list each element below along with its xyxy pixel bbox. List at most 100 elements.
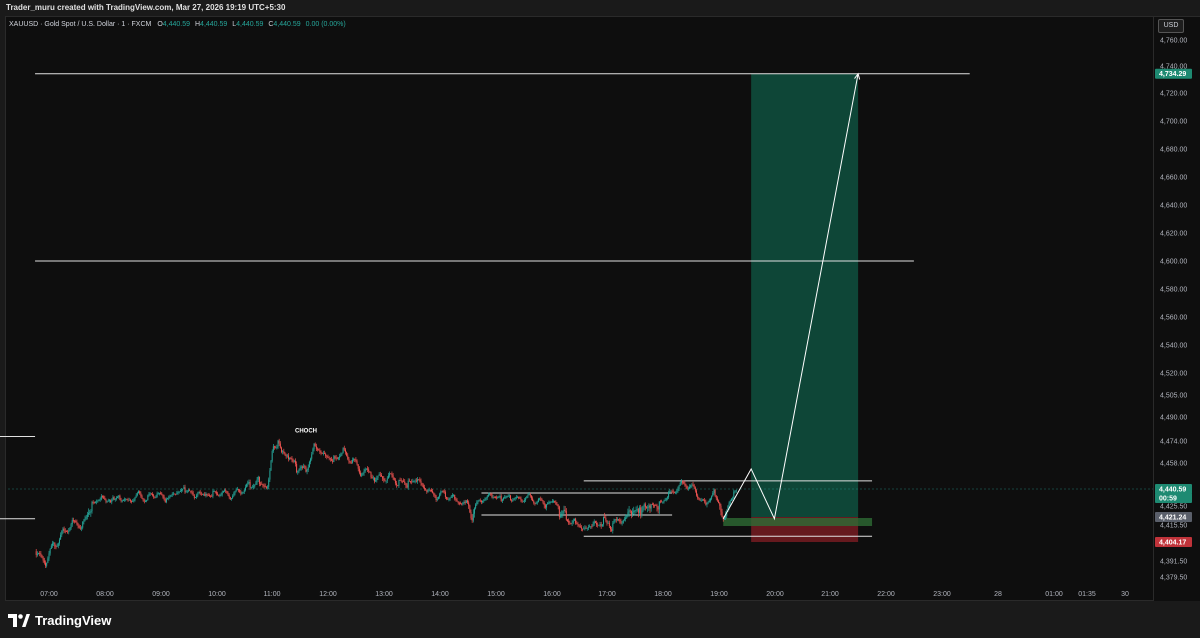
candle-body bbox=[298, 469, 300, 472]
candle-body bbox=[384, 480, 386, 482]
candle-body bbox=[587, 527, 589, 529]
candle-body bbox=[156, 493, 158, 497]
candle-body bbox=[478, 500, 480, 502]
candle-body bbox=[591, 526, 593, 528]
candle-body bbox=[700, 499, 702, 501]
projection-path bbox=[722, 73, 859, 521]
time-tick-label: 18:00 bbox=[654, 591, 672, 598]
candle-body bbox=[38, 553, 40, 554]
candle-body bbox=[609, 526, 611, 530]
candle-body bbox=[143, 500, 145, 502]
candle-body bbox=[528, 493, 530, 495]
candle-body bbox=[403, 480, 405, 482]
candle-body bbox=[598, 524, 600, 526]
candle-body bbox=[693, 485, 695, 488]
candle-body bbox=[423, 487, 425, 489]
candle-body bbox=[504, 497, 506, 499]
candle-body bbox=[299, 467, 301, 470]
candle-body bbox=[264, 486, 266, 488]
candle-body bbox=[501, 499, 503, 501]
candle-body bbox=[613, 520, 615, 524]
candle-body bbox=[103, 496, 105, 498]
candle-body bbox=[532, 498, 534, 502]
candle-body bbox=[642, 505, 644, 511]
price-axis[interactable] bbox=[1154, 16, 1200, 601]
candle-body bbox=[113, 497, 115, 500]
candle-body bbox=[62, 528, 64, 532]
time-tick-label: 01:35 bbox=[1078, 591, 1096, 598]
candle-body bbox=[584, 527, 586, 529]
candle-body bbox=[82, 521, 84, 528]
candle-body bbox=[712, 492, 714, 497]
candle-body bbox=[313, 443, 315, 450]
candle-body bbox=[523, 500, 525, 502]
candle-body bbox=[308, 461, 310, 468]
time-tick-label: 13:00 bbox=[375, 591, 393, 598]
candle-body bbox=[303, 466, 305, 468]
plot-area[interactable] bbox=[5, 16, 1154, 601]
candle-body bbox=[225, 490, 227, 492]
candle-body bbox=[476, 502, 478, 505]
candle-body bbox=[569, 522, 571, 524]
candle-body bbox=[447, 498, 449, 500]
candle-body bbox=[185, 491, 187, 493]
candle-body bbox=[348, 458, 350, 462]
candle-body bbox=[661, 501, 663, 503]
candle-body bbox=[533, 501, 535, 503]
candle-body bbox=[406, 485, 408, 488]
candle-body bbox=[81, 527, 83, 529]
candle-body bbox=[276, 447, 278, 448]
price-tick-label: 4,391.50 bbox=[1160, 559, 1187, 566]
candle-body bbox=[53, 542, 55, 544]
candle-body bbox=[275, 447, 277, 449]
candle-body bbox=[378, 474, 380, 476]
time-tick-label: 01:00 bbox=[1045, 591, 1063, 598]
candle-body bbox=[197, 493, 199, 496]
candle-body bbox=[616, 519, 618, 521]
candle-body bbox=[558, 506, 560, 518]
candle-body bbox=[199, 491, 201, 494]
symbol-description: XAUUSD · Gold Spot / U.S. Dollar · 1 · F… bbox=[9, 21, 152, 28]
candle-body bbox=[593, 521, 595, 524]
candle-body bbox=[310, 458, 312, 462]
candle-body bbox=[399, 480, 401, 481]
close-label: C bbox=[268, 21, 274, 28]
candle-body bbox=[339, 456, 341, 458]
candle-body bbox=[60, 535, 62, 540]
candle-body bbox=[122, 500, 124, 501]
candle-body bbox=[51, 543, 53, 546]
time-tick-label: 08:00 bbox=[96, 591, 114, 598]
candle-body bbox=[74, 520, 76, 522]
candle-body bbox=[337, 457, 339, 459]
time-tick-label: 19:00 bbox=[710, 591, 728, 598]
candle-body bbox=[448, 499, 450, 500]
candle-body bbox=[669, 490, 671, 493]
candle-body bbox=[655, 505, 657, 506]
candle-body bbox=[283, 451, 285, 454]
candle-body bbox=[632, 512, 634, 515]
candle-body bbox=[460, 503, 462, 505]
candle-body bbox=[548, 502, 550, 504]
tradingview-logo: TradingView bbox=[8, 613, 111, 628]
candle-body bbox=[272, 446, 274, 451]
candle-body bbox=[370, 472, 372, 478]
candle-body bbox=[711, 496, 713, 499]
candle-body bbox=[649, 505, 651, 509]
candle-body bbox=[715, 496, 717, 499]
candle-body bbox=[636, 509, 638, 511]
candle-body bbox=[170, 495, 172, 497]
candle-body bbox=[432, 490, 434, 493]
candle-body bbox=[263, 485, 265, 487]
candle-body bbox=[485, 497, 487, 500]
footer-bar bbox=[0, 604, 1200, 638]
candle-body bbox=[86, 514, 88, 517]
candle-body bbox=[333, 456, 335, 462]
candle-body bbox=[673, 492, 675, 494]
candle-body bbox=[396, 483, 398, 486]
candle-body bbox=[647, 507, 649, 509]
candle-body bbox=[412, 481, 414, 483]
currency-button[interactable]: USD bbox=[1158, 19, 1184, 33]
candle-body bbox=[163, 496, 165, 500]
candle-body bbox=[707, 501, 709, 504]
